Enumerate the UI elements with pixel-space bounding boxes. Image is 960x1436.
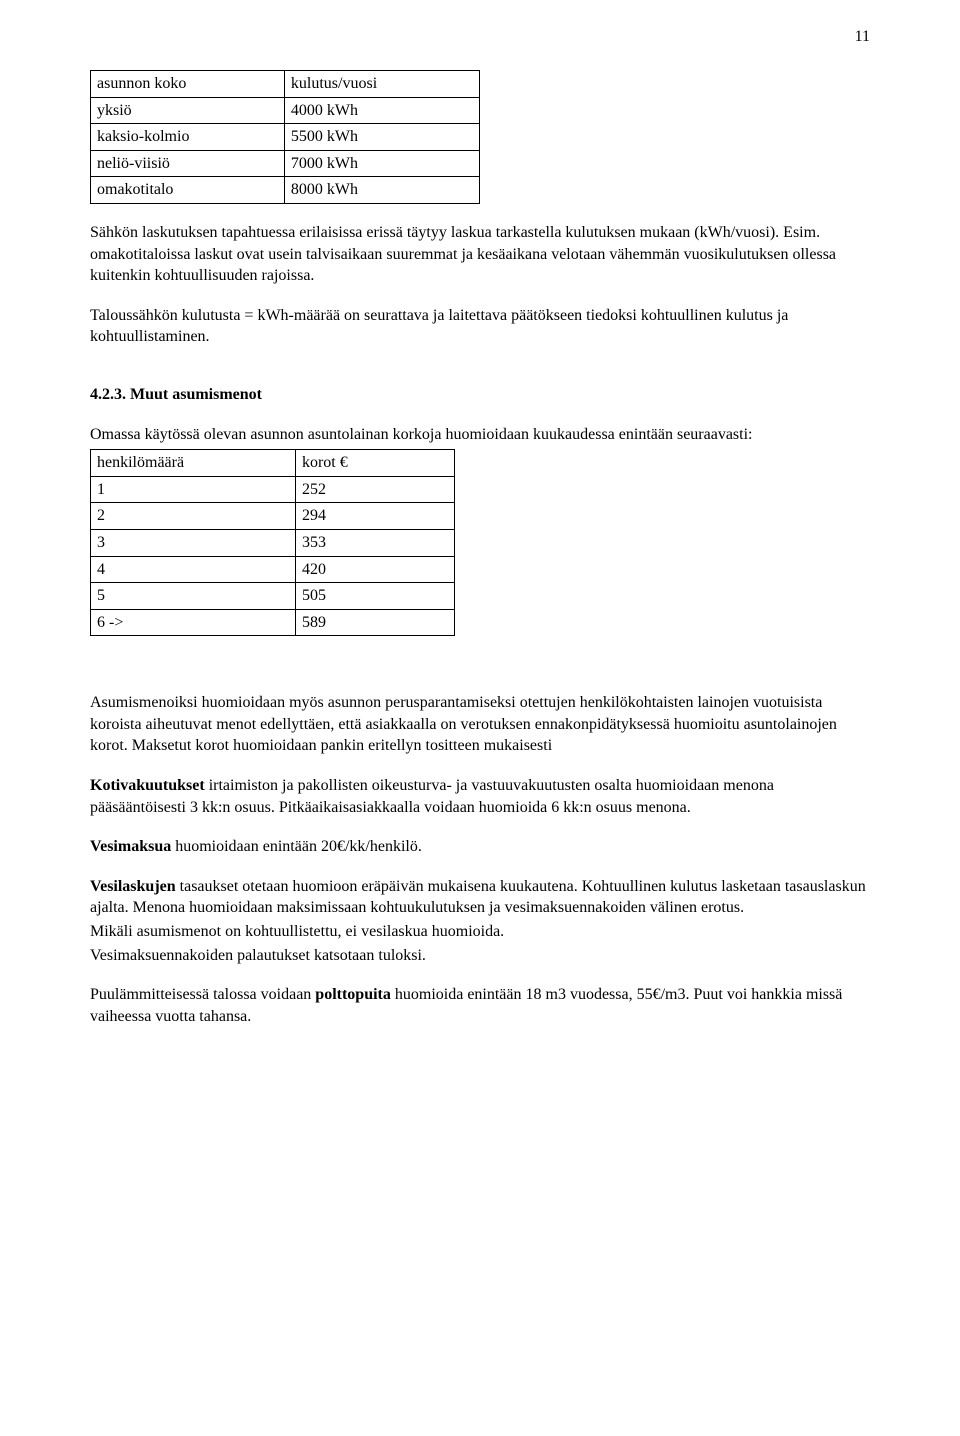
consumption-table: asunnon koko kulutus/vuosi yksiö 4000 kW…: [90, 70, 480, 204]
cell: yksiö: [91, 97, 285, 124]
label-water-bills: Vesilaskujen: [90, 878, 176, 895]
paragraph-loan-interest-intro: Omassa käytössä olevan asunnon asuntolai…: [90, 424, 870, 446]
cell: 294: [295, 503, 454, 530]
cell: 2: [91, 503, 296, 530]
table-row: 3 353: [91, 529, 455, 556]
cell: kaksio-kolmio: [91, 124, 285, 151]
table-row: 1 252: [91, 476, 455, 503]
interest-table-col-1: henkilömäärä: [91, 450, 296, 477]
cell: 7000 kWh: [284, 150, 479, 177]
paragraph-housing-costs: Asumismenoiksi huomioidaan myös asunnon …: [90, 692, 870, 757]
cell: neliö-viisiö: [91, 150, 285, 177]
paragraph-water-bills: Vesilaskujen tasaukset otetaan huomioon …: [90, 876, 870, 919]
paragraph-firewood: Puulämmitteisessä talossa voidaan poltto…: [90, 984, 870, 1027]
table-header-row: henkilömäärä korot €: [91, 450, 455, 477]
paragraph-water-refund: Vesimaksuennakoiden palautukset katsotaa…: [90, 945, 870, 967]
cell: 420: [295, 556, 454, 583]
cell: 5: [91, 583, 296, 610]
text: huomioidaan enintään 20€/kk/henkilö.: [171, 838, 422, 855]
label-home-insurance: Kotivakuutukset: [90, 777, 205, 794]
paragraph-electricity-billing: Sähkön laskutuksen tapahtuessa erilaisis…: [90, 222, 870, 287]
cell: 252: [295, 476, 454, 503]
cell: 5500 kWh: [284, 124, 479, 151]
cell: 4000 kWh: [284, 97, 479, 124]
table-row: kaksio-kolmio 5500 kWh: [91, 124, 480, 151]
consumption-table-col-1: asunnon koko: [91, 71, 285, 98]
text: tasaukset otetaan huomioon eräpäivän muk…: [90, 878, 866, 917]
cell: 6 ->: [91, 609, 296, 636]
cell: 8000 kWh: [284, 177, 479, 204]
paragraph-consumption-tracking: Taloussähkön kulutusta = kWh-määrää on s…: [90, 305, 870, 348]
table-header-row: asunnon koko kulutus/vuosi: [91, 71, 480, 98]
cell: 589: [295, 609, 454, 636]
cell: omakotitalo: [91, 177, 285, 204]
cell: 3: [91, 529, 296, 556]
table-row: yksiö 4000 kWh: [91, 97, 480, 124]
interest-table: henkilömäärä korot € 1 252 2 294 3 353 4…: [90, 449, 455, 636]
interest-table-col-2: korot €: [295, 450, 454, 477]
cell: 353: [295, 529, 454, 556]
table-row: neliö-viisiö 7000 kWh: [91, 150, 480, 177]
table-row: omakotitalo 8000 kWh: [91, 177, 480, 204]
text: Puulämmitteisessä talossa voidaan: [90, 986, 315, 1003]
paragraph-housing-costs-reasonable: Mikäli asumismenot on kohtuullistettu, e…: [90, 921, 870, 943]
table-row: 5 505: [91, 583, 455, 610]
paragraph-water-fee: Vesimaksua huomioidaan enintään 20€/kk/h…: [90, 836, 870, 858]
label-firewood: polttopuita: [315, 986, 391, 1003]
table-row: 4 420: [91, 556, 455, 583]
table-row: 6 -> 589: [91, 609, 455, 636]
cell: 505: [295, 583, 454, 610]
page-number: 11: [855, 26, 870, 48]
table-row: 2 294: [91, 503, 455, 530]
cell: 1: [91, 476, 296, 503]
cell: 4: [91, 556, 296, 583]
paragraph-home-insurance: Kotivakuutukset irtaimiston ja pakollist…: [90, 775, 870, 818]
section-heading-other-housing-costs: 4.2.3. Muut asumismenot: [90, 384, 870, 406]
label-water-fee: Vesimaksua: [90, 838, 171, 855]
consumption-table-col-2: kulutus/vuosi: [284, 71, 479, 98]
